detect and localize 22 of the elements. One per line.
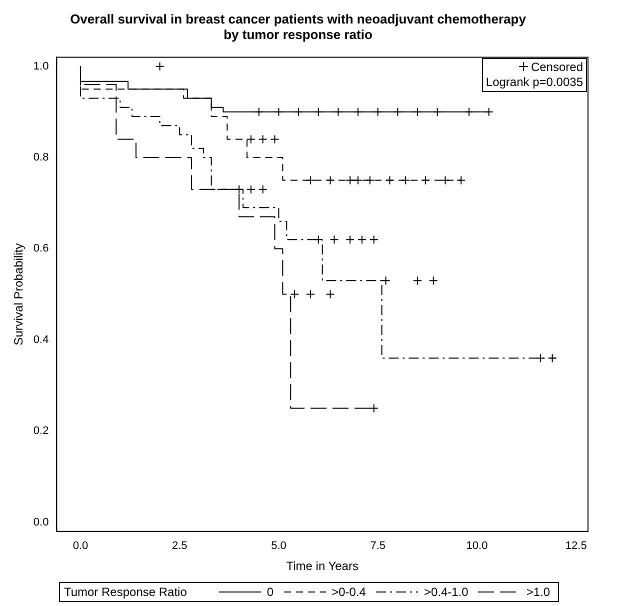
x-tick-label: 5.0 xyxy=(271,540,286,552)
y-axis-title: Survival Probability xyxy=(12,243,26,346)
y-tick-label: 0.2 xyxy=(33,425,49,438)
legend-title: Tumor Response Ratio xyxy=(64,584,187,601)
legend-label: >0.4-1.0 xyxy=(424,584,468,601)
y-tick-label: 0.8 xyxy=(33,152,49,164)
y-tick-label: 1.0 xyxy=(33,60,49,72)
legend-label: >1.0 xyxy=(526,584,550,601)
y-tick-label: 0.4 xyxy=(33,334,49,346)
y-tick-label: 0.0 xyxy=(33,516,49,528)
x-tick-label: 12.5 xyxy=(565,540,587,552)
legend-label: >0-0.4 xyxy=(332,584,366,601)
chart-title: Overall survival in breast cancer patients with neoadjuvant chemotherapy by tumor response ratio xyxy=(70,11,527,42)
x-tick-label: 7.5 xyxy=(370,540,386,552)
y-tick-label: 0.6 xyxy=(33,242,49,255)
annotation: Logrank p=0.0035 xyxy=(486,75,583,90)
legend-label: Censored xyxy=(530,60,583,74)
x-axis-title: Time in Years xyxy=(286,559,358,574)
x-tick-label: 2.5 xyxy=(172,540,188,552)
legend-label: 0 xyxy=(266,584,274,601)
x-tick-label: 10.0 xyxy=(466,540,488,552)
x-tick-label: 0.0 xyxy=(72,540,88,552)
